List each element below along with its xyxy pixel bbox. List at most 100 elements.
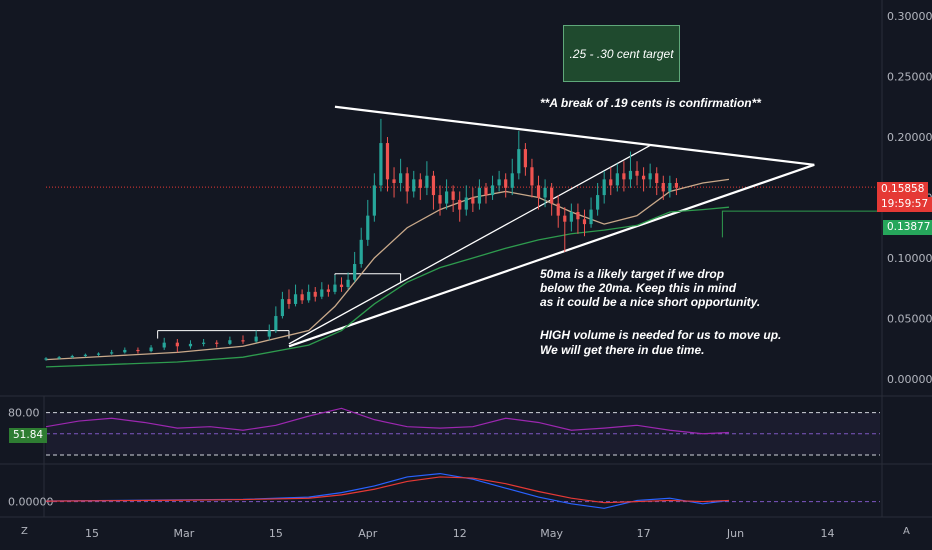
time-axis-label: 14 [820,527,834,540]
candle-body [425,175,429,188]
candle-body [556,203,560,216]
price-axis-label: 0.20000 [887,131,932,144]
candle-body [458,199,462,210]
candle-body [582,219,587,225]
candle-body [464,197,468,210]
annotation-line-2: below the 20ma. Keep this in mind [540,281,737,295]
time-axis-label: Jun [726,527,744,540]
price-target-box: .25 - .30 cent target [563,25,680,82]
candle-body [274,316,278,331]
candle-body [228,340,232,344]
candle-body [149,347,153,352]
candle-body [510,173,514,188]
ma-level-marker [721,210,880,238]
candle-body [596,195,600,210]
rsi-line [45,407,729,435]
time-axis-label: 15 [85,527,99,540]
candle-body [589,209,593,225]
candle-body [622,173,626,180]
candle-body [661,182,665,192]
rsi-axis-label: 80.00 [8,407,40,420]
price-axis-label: 0.25000 [887,71,932,84]
annotation-line-3: as it could be a nice short opportunity. [540,295,760,309]
macd-axis-label: 0.00000 [8,496,54,509]
candle-body [110,352,114,354]
signal-line [45,476,729,504]
ma-line-50ma [45,206,730,368]
candle-body [300,294,304,301]
time-axis-label: 17 [637,527,651,540]
candle-body [372,185,376,216]
candle-body [628,170,633,180]
candle-body [333,284,337,292]
candle-body [484,187,488,196]
ma-line-20ma [45,178,730,361]
annotation-line-5: We will get there in due time. [540,343,704,357]
candle-body [313,291,317,297]
candle-body [70,355,74,358]
auto-scale-button[interactable]: A [903,526,910,537]
candle-body [615,173,619,186]
candle-body [136,349,140,352]
time-axis-label: Apr [358,527,378,540]
candle-body [438,195,442,204]
candle-body [399,173,403,183]
timezone-button[interactable]: Z [21,526,28,537]
price-axis-label: 0.00000 [887,373,932,386]
candle-body [320,289,324,297]
candle-body [674,182,679,188]
macd-line [45,472,730,509]
candle-body [202,342,206,344]
price-axis-label: 0.30000 [887,10,932,23]
candle-body [280,299,285,317]
time-axis-label: May [540,527,563,540]
candle-body [530,167,534,186]
candle-body [353,264,357,280]
candle-body [57,357,61,359]
candle-body [215,342,219,344]
candle-body [523,149,527,168]
candle-body [379,143,383,186]
candle-body [576,212,580,220]
trendline-lower-support [288,163,815,348]
candle-body [96,353,101,355]
price-axis-label: 0.10000 [887,252,932,265]
candle-body [490,185,495,196]
candle-body [641,175,646,180]
candle-body [668,182,672,192]
candle-body [83,354,88,356]
rsi-value-tag: 51.84 [9,428,48,443]
candle-body [339,284,344,288]
candle-body [254,336,258,342]
candle-body [366,215,370,240]
candle-body [188,343,193,347]
candle-body [569,212,573,222]
candle-body [550,187,554,204]
candle-body [543,187,547,198]
countdown-tag: 19:59:57 [877,197,932,212]
annotation-line-1: 50ma is a likely target if we drop [540,267,724,281]
candle-body [267,330,271,337]
current-price-tag: 0.15858 [877,182,929,197]
candle-body [175,342,179,347]
candle-body [497,179,501,186]
candle-body [477,187,482,204]
annotation-line-4: HIGH volume is needed for us to move up. [540,328,781,342]
candle-body [504,179,508,188]
candle-body [326,289,330,292]
candle-body [392,179,396,183]
candle-body [517,149,521,174]
candle-body [287,299,291,304]
candle-body [293,294,298,304]
candle-body [655,173,659,183]
candle-body [635,170,639,176]
candle-body [609,179,613,186]
candle-body [359,239,363,265]
candle-body [162,342,166,348]
candle-body [471,197,475,204]
time-axis-label: Mar [174,527,195,540]
candle-body [563,215,567,222]
trendline-upper-resistance [334,105,815,166]
candle-body [451,191,455,200]
